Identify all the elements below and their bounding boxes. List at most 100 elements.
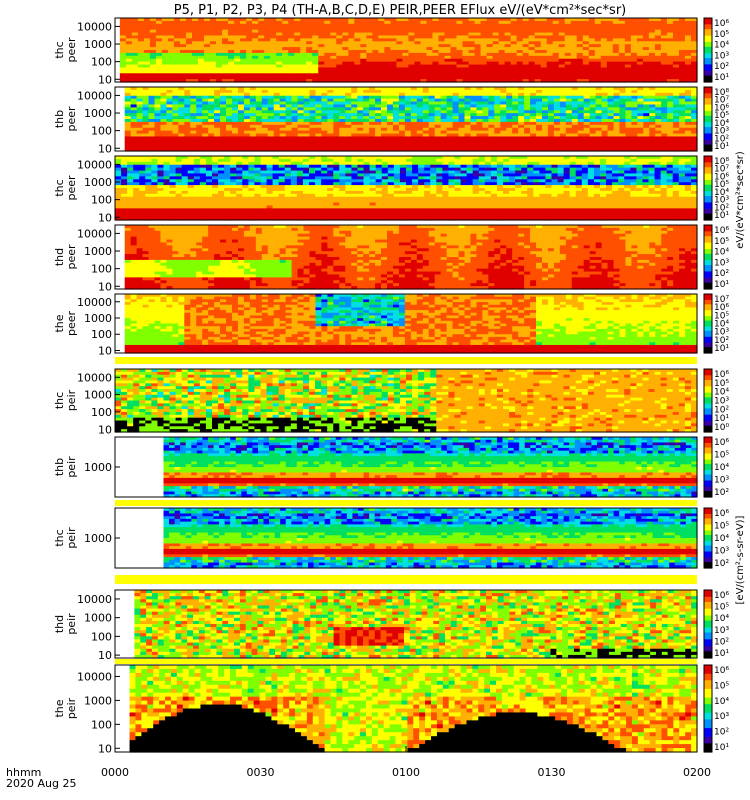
colorbar-tick-label: 10³ (714, 626, 729, 636)
colorbar-tick-label: 10² (714, 336, 729, 346)
panel-species-label: peer (65, 311, 78, 337)
chart-title: P5, P1, P2, P3, P4 (TH-A,B,C,D,E) PEIR,P… (174, 3, 627, 18)
y-tick-label: 10000 (77, 227, 112, 240)
y-tick-label: 10000 (77, 89, 112, 102)
spectrogram-cells-8 (163, 508, 698, 569)
colorbar-tick-label: 10⁶ (714, 103, 729, 113)
panel-frame-3 (114, 155, 698, 221)
y-tick-label: 10000 (77, 670, 112, 683)
colorbar-7: 10⁶ 10⁵ 10⁴ 10³ 10² (703, 436, 729, 498)
colorbar-tick-label: 10¹ (714, 743, 729, 753)
spectrogram-cells-9 (134, 590, 698, 659)
colorbar-tick-label: 10⁴ (714, 320, 729, 330)
colorbar-tick-label: 10¹ (714, 73, 729, 83)
gap-band-3 (115, 659, 697, 664)
colorbar-tick-label: 10⁶ (714, 438, 729, 448)
colorbar-tick-label: 10⁶ (714, 19, 729, 29)
colorbar-tick-label: 10⁴ (714, 534, 729, 544)
colorbar-tick-label: 10³ (714, 712, 729, 722)
colorbar-unit-label-electron: eV/(eV*cm²*sec*sr) (735, 151, 746, 249)
colorbar-tick-label: 10⁴ (714, 248, 729, 258)
panel-5: 10 100 1000 10000 the peer 10⁷10⁶10⁵10⁴10³10²1… (53, 293, 729, 357)
colorbar-tick-label: 10⁵ (714, 237, 729, 247)
colorbar-tick-label: 10² (714, 134, 729, 144)
y-tick-label: 1000 (84, 612, 112, 625)
colorbar-tick-label: 10⁵ (714, 30, 729, 40)
y-tick-label: 1000 (84, 461, 112, 474)
colorbar-tick-label: 10² (714, 405, 729, 415)
y-tick-label: 1000 (84, 176, 112, 189)
colorbar-tick-label: 10⁴ (714, 41, 729, 51)
y-tick-label: 10 (98, 73, 112, 86)
colorbar-tick-label: 10³ (714, 397, 729, 407)
y-tick-label: 10 (98, 742, 112, 755)
y-tick-label: 10000 (77, 593, 112, 606)
y-tick-label: 10 (98, 649, 112, 662)
panel-species-label: peir (65, 389, 78, 411)
gap-band-0 (115, 357, 697, 364)
colorbar-tick-label: 10¹ (714, 280, 729, 290)
y-tick-label: 100 (91, 630, 112, 643)
colorbar-tick-label: 10¹ (714, 649, 729, 659)
spectrogram-cells-2 (124, 87, 698, 152)
colorbar-tick-label: 10¹ (714, 414, 729, 424)
spectrogram-cells-3 (115, 156, 698, 221)
colorbar-tick-label: 10³ (714, 328, 729, 338)
time-axis: 0000 0030 0100 0130 0200 (101, 746, 711, 779)
panel-probe-label: thc (53, 41, 66, 58)
spectrogram-cells-1 (119, 18, 698, 83)
panel-probe-label: thd (53, 248, 66, 266)
colorbar-tick-label: 10² (714, 62, 729, 72)
y-tick-label: 1000 (84, 312, 112, 325)
panel-8: 1000 thc peir 10⁶ 10⁵ 10⁴ 10³ 10² (53, 507, 729, 569)
y-tick-label: 10000 (77, 20, 112, 33)
date-label: 2020 Aug 25 (6, 777, 76, 790)
colorbar-tick-label: 10⁸ (714, 88, 729, 98)
panel-probe-label: thb (53, 110, 66, 128)
panel-frame-1 (114, 17, 698, 83)
y-tick-label: 10000 (77, 296, 112, 309)
colorbar-tick-label: 10⁰ (714, 423, 729, 433)
colorbar-tick-label: 10³ (714, 476, 729, 486)
panel-species-label: peer (65, 244, 78, 270)
colorbar-tick-label: 10³ (714, 196, 729, 206)
colorbar-tick-label: 10² (714, 637, 729, 647)
colorbar-tick-label: 10² (714, 488, 729, 498)
panel-species-label: peer (65, 106, 78, 132)
panel-species-label: peir (65, 613, 78, 635)
y-tick-label: 100 (91, 328, 112, 341)
panel-10: 10 100 1000 10000 the peir 10⁶ 10⁵ 10⁴ 10³ 10² 10¹ (53, 664, 729, 755)
panel-frame-6 (114, 368, 698, 433)
colorbar-tick-label: 10⁶ (714, 666, 729, 676)
y-tick-label: 100 (91, 718, 112, 731)
colorbar-tick-label: 10⁷ (714, 165, 729, 175)
spectrogram-cells-5 (124, 294, 698, 354)
y-tick-label: 1000 (84, 694, 112, 707)
y-tick-label: 1000 (84, 532, 112, 545)
panel-7: 1000 thb peir 10⁶ 10⁵ 10⁴ 10³ 10² (53, 436, 729, 498)
colorbar-tick-label: 10⁶ (714, 303, 729, 313)
spectrogram-cells-6 (115, 369, 698, 433)
y-tick-label: 1000 (84, 389, 112, 402)
panel-species-label: peir (65, 697, 78, 719)
colorbar-tick-label: 10⁵ (714, 603, 729, 613)
colorbar-tick-label: 10⁵ (714, 111, 729, 121)
panel-frame-2 (114, 86, 698, 152)
colorbar-tick-label: 10² (714, 203, 729, 213)
panel-probe-label: the (53, 699, 66, 717)
panel-species-label: peer (65, 37, 78, 63)
colorbar-tick-label: 10² (714, 269, 729, 279)
colorbar-tick-label: 10⁶ (714, 172, 729, 182)
y-tick-label: 10000 (77, 371, 112, 384)
colorbar-tick-label: 10⁴ (714, 119, 729, 129)
y-tick-label: 10 (98, 211, 112, 224)
y-tick-label: 1000 (84, 38, 112, 51)
panel-species-label: peer (65, 175, 78, 201)
